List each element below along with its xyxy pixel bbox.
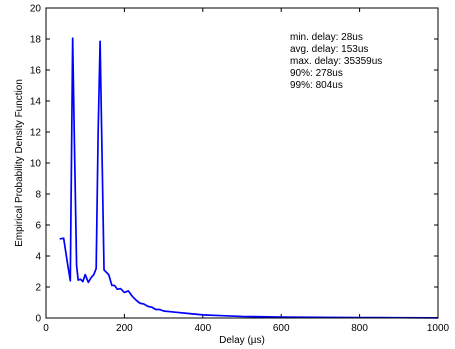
x-axis-title: Delay (µs) [219, 335, 265, 346]
series-line [59, 37, 439, 319]
x-tick-label-3: 600 [273, 323, 290, 334]
y-tick-label-10: 20 [30, 4, 42, 15]
annotation-line-0: min. delay: 28us [290, 32, 363, 43]
y-tick-label-3: 6 [35, 221, 41, 232]
plot-frame [45, 7, 439, 319]
y-tick-label-4: 8 [35, 190, 41, 201]
y-tick-label-5: 10 [30, 159, 42, 170]
x-tick-label-1: 200 [116, 323, 133, 334]
annotation-line-2: max. delay: 35359us [290, 56, 382, 67]
annotation-line-1: avg. delay: 153us [290, 44, 368, 55]
x-tick-label-4: 800 [351, 323, 368, 334]
y-tick-label-1: 2 [35, 283, 41, 294]
annotation-line-3: 90%: 278us [290, 68, 343, 79]
x-tick-label-5: 1000 [427, 323, 450, 334]
x-tick-label-0: 0 [43, 323, 49, 334]
y-tick-label-7: 14 [30, 97, 42, 108]
annotation-line-4: 99%: 804us [290, 80, 343, 91]
y-tick-label-8: 16 [30, 66, 42, 77]
x-tick-label-2: 400 [194, 323, 211, 334]
y-tick-label-6: 12 [30, 128, 42, 139]
y-tick-label-2: 4 [35, 252, 41, 263]
y-axis-title: Empirical Probability Density Function [14, 79, 25, 247]
y-tick-label-0: 0 [35, 314, 41, 325]
axis-tick-labels: 0 200 400 600 800 1000 0 2 4 6 8 10 12 14 16 18 20 [30, 4, 450, 335]
y-tick-label-9: 18 [30, 35, 42, 46]
